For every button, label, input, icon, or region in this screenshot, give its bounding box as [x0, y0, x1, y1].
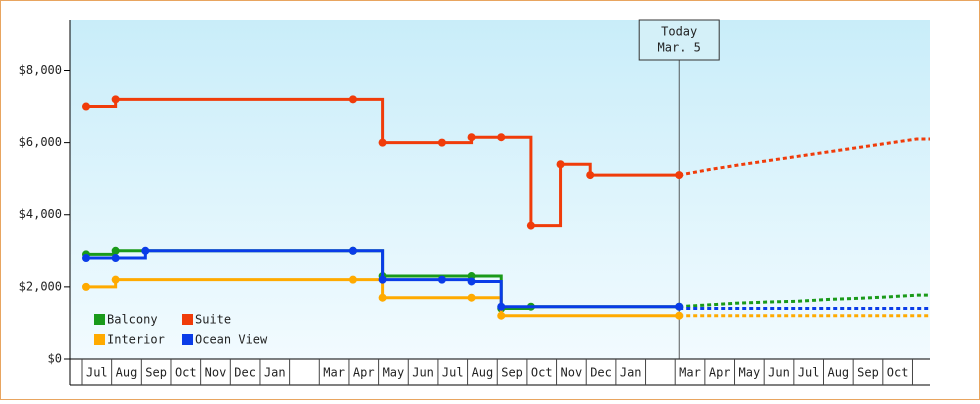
- y-tick-label: $0: [48, 352, 62, 366]
- x-tick-label: Sep: [145, 366, 167, 380]
- x-tick-label: Oct: [887, 366, 909, 380]
- x-tick-label: Aug: [116, 366, 138, 380]
- x-tick-label: Dec: [234, 366, 256, 380]
- price-point: [467, 277, 476, 286]
- price-point: [111, 254, 120, 263]
- price-point: [497, 133, 506, 142]
- x-tick-label: Nov: [561, 366, 583, 380]
- today-box: [638, 19, 720, 61]
- price-point: [378, 138, 387, 147]
- x-tick-label: Aug: [472, 366, 494, 380]
- x-tick-label: Oct: [531, 366, 553, 380]
- legend-label: Ocean View: [195, 333, 268, 347]
- x-tick-label: Jun: [768, 366, 790, 380]
- x-tick-label: Dec: [590, 366, 612, 380]
- y-tick-label: $8,000: [19, 63, 62, 77]
- x-tick-label: Jul: [86, 366, 108, 380]
- legend-label: Suite: [195, 313, 231, 327]
- today-label: Today: [661, 25, 697, 39]
- price-line: [86, 278, 680, 318]
- price-point: [467, 293, 476, 302]
- price-point: [378, 293, 387, 302]
- price-point: [675, 171, 684, 180]
- price-point: [348, 95, 357, 104]
- x-tick-label: May: [739, 366, 761, 380]
- y-tick-label: $6,000: [19, 135, 62, 149]
- legend-swatch: [94, 314, 105, 325]
- x-tick-label: Mar: [679, 366, 701, 380]
- price-point: [526, 221, 535, 230]
- x-tick-label: Mar: [323, 366, 345, 380]
- price-line: [86, 97, 680, 228]
- x-tick-label: Oct: [175, 366, 197, 380]
- today-label: Mar. 5: [658, 41, 701, 55]
- price-point: [82, 254, 90, 263]
- x-tick-label: Apr: [709, 366, 731, 380]
- x-tick-label: Jun: [412, 366, 434, 380]
- price-point: [82, 102, 90, 111]
- price-point: [497, 311, 506, 320]
- y-tick-label: $4,000: [19, 207, 62, 221]
- price-point: [82, 282, 90, 291]
- x-tick-label: Sep: [857, 366, 879, 380]
- price-point: [141, 246, 150, 255]
- x-tick-label: Aug: [827, 366, 849, 380]
- price-point: [111, 246, 120, 255]
- x-tick-label: Apr: [353, 366, 375, 380]
- x-tick-label: May: [383, 366, 405, 380]
- price-point: [437, 138, 446, 147]
- x-tick-label: Nov: [205, 366, 227, 380]
- price-point: [675, 302, 684, 311]
- price-point: [437, 275, 446, 284]
- price-point: [348, 275, 357, 284]
- legend-swatch: [182, 314, 193, 325]
- price-point: [111, 95, 120, 104]
- legend-swatch: [94, 334, 105, 345]
- x-tick-label: Jan: [620, 366, 642, 380]
- price-point: [556, 160, 565, 169]
- price-point: [378, 275, 387, 284]
- x-tick-label: Sep: [501, 366, 523, 380]
- price-point: [111, 275, 120, 284]
- projected-line: [679, 293, 930, 309]
- price-point: [675, 311, 684, 320]
- x-tick-label: Jul: [798, 366, 820, 380]
- legend-label: Balcony: [107, 313, 158, 327]
- legend-swatch: [182, 334, 193, 345]
- price-point: [586, 171, 595, 180]
- price-point: [497, 302, 506, 311]
- y-tick-label: $2,000: [19, 279, 62, 293]
- price-point: [348, 246, 357, 255]
- price-point: [467, 133, 476, 142]
- projected-line: [678, 137, 930, 177]
- x-tick-label: Jan: [264, 366, 286, 380]
- x-tick-label: Jul: [442, 366, 464, 380]
- legend-label: Interior: [107, 333, 165, 347]
